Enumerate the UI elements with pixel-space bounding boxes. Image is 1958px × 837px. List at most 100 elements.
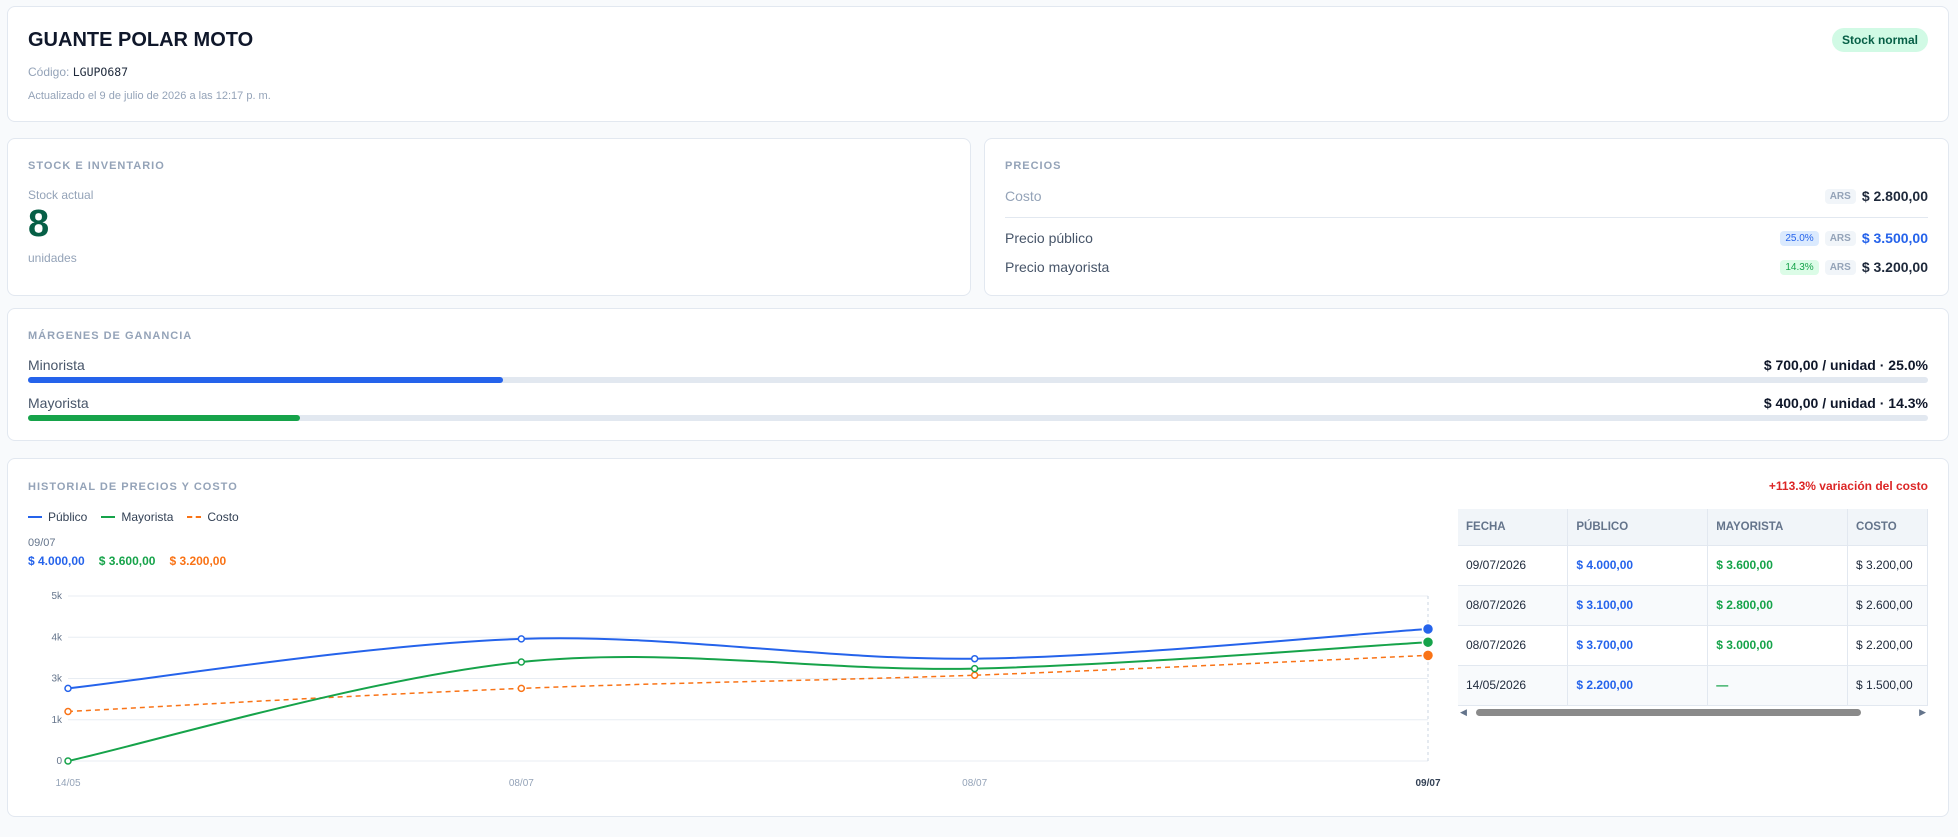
wholesale-margin-row: Mayorista $ 400,00 / unidad · 14.3% [28,395,1928,421]
data-point-public [64,684,72,693]
cell-date: 08/07/2026 [1458,625,1569,666]
wholesale-margin-badge: 14.3% [1780,259,1819,275]
retail-margin-track [28,377,1928,383]
th-cost: COSTO [1847,509,1928,546]
cell-wholesale: $ 3.600,00 [1707,545,1849,586]
product-code-value: LGUPO687 [72,65,129,79]
retail-margin-bar [28,377,503,383]
th-wholesale: MAYORISTA [1707,509,1849,546]
cost-variation: +113.3% variación del costo [1768,479,1928,493]
cell-date: 09/07/2026 [1458,545,1569,586]
data-point-public [1421,622,1435,636]
stock-card: STOCK E INVENTARIO Stock actual 8 unidad… [7,138,971,296]
x-tick-label: 09/07 [1415,778,1440,789]
x-tick-label: 14/05 [55,778,80,789]
wholesale-price-value: $ 3.200,00 [1861,259,1928,275]
legend-public-swatch [28,516,42,518]
cell-wholesale: $ 2.800,00 [1707,585,1849,626]
history-section-title: HISTORIAL DE PRECIOS Y COSTO [28,481,238,493]
cell-cost: $ 3.200,00 [1847,545,1928,586]
x-tick-label: 08/07 [962,778,987,789]
legend-wholesale[interactable]: Mayorista [101,510,173,524]
tooltip-wholesale: $ 3.600,00 [98,554,156,568]
table-row: 08/07/2026 $ 3.100,00 $ 2.800,00 $ 2.600… [1458,585,1928,626]
series-line-public [67,628,1429,690]
wholesale-price-row: Precio mayorista 14.3% ARS $ 3.200,00 [1005,256,1928,278]
public-currency-tag: ARS [1824,230,1856,246]
tooltip-public: $ 4.000,00 [28,554,85,568]
cell-date: 08/07/2026 [1458,585,1569,626]
cell-wholesale: $ 3.000,00 [1707,625,1849,666]
legend-cost[interactable]: Costo [187,510,239,524]
public-margin-badge: 25.0% [1780,230,1819,246]
retail-margin-label: Minorista [28,357,85,373]
legend-wholesale-swatch [101,516,116,518]
chart-legend: Público Mayorista Costo [28,510,239,524]
cell-cost: $ 2.600,00 [1847,585,1928,626]
data-point-wholesale [970,664,979,673]
cost-currency-tag: ARS [1824,188,1856,204]
data-point-public [970,654,979,663]
series-line-wholesale [67,641,1429,762]
tooltip-cost: $ 3.200,00 [169,554,227,568]
data-point-wholesale [1421,635,1435,649]
scroll-left-icon[interactable]: ◀ [1460,707,1467,717]
cell-public: $ 2.200,00 [1567,665,1709,706]
table-row: 08/07/2026 $ 3.700,00 $ 3.000,00 $ 2.200… [1458,625,1928,666]
stock-value: 8 [28,203,50,245]
tooltip-date: 09/07 [28,537,56,549]
public-price-row: Precio público 25.0% ARS $ 3.500,00 [1005,227,1928,249]
margins-card: MÁRGENES DE GANANCIA Minorista $ 700,00 … [7,308,1949,441]
y-tick-label: 5k [51,591,63,602]
y-tick-label: 3k [51,674,63,685]
stock-label: Stock actual [28,188,94,202]
product-code-label: Código: [28,65,70,79]
tooltip-values: $ 4.000,00 $ 3.600,00 $ 3.200,00 [28,554,226,568]
retail-margin-value: $ 700,00 / unidad · 25.0% [1763,357,1928,373]
table-header-row: FECHA PÚBLICO MAYORISTA COSTO [1458,509,1928,546]
wholesale-margin-bar [28,415,300,421]
scrollbar-thumb[interactable] [1476,709,1861,716]
cost-label: Costo [1005,188,1042,204]
th-date: FECHA [1458,509,1569,546]
table-row: 09/07/2026 $ 4.000,00 $ 3.600,00 $ 3.200… [1458,545,1928,586]
stock-section-title: STOCK E INVENTARIO [28,160,165,172]
cell-public: $ 3.100,00 [1567,585,1709,626]
data-point-cost [1421,649,1435,662]
legend-cost-label: Costo [207,510,239,524]
y-tick-label: 0 [56,756,62,767]
table-row: 14/05/2026 $ 2.200,00 — $ 1.500,00 [1458,665,1928,706]
wholesale-margin-value: $ 400,00 / unidad · 14.3% [1763,395,1928,411]
x-tick-label: 08/07 [509,778,534,789]
price-history-chart[interactable]: 0 1k 3k 4k 5k 14/05 08/07 08/07 09/07 [28,584,1448,804]
cell-wholesale: — [1707,665,1849,706]
product-header: GUANTE POLAR MOTO Código: LGUPO687 Actua… [7,6,1949,122]
cost-row: Costo ARS $ 2.800,00 [1005,185,1928,207]
prices-card: PRECIOS Costo ARS $ 2.800,00 Precio públ… [984,138,1949,296]
series-line-cost [67,654,1429,713]
wholesale-margin-track [28,415,1928,421]
data-point-wholesale [64,757,72,765]
wholesale-margin-label: Mayorista [28,395,89,411]
legend-wholesale-label: Mayorista [121,510,174,524]
y-tick-label: 4k [51,632,63,643]
margins-section-title: MÁRGENES DE GANANCIA [28,330,193,342]
th-public: PÚBLICO [1567,509,1709,546]
legend-public-label: Público [48,510,88,524]
public-price-label: Precio público [1005,230,1093,246]
public-price-value: $ 3.500,00 [1861,230,1928,246]
table-horizontal-scrollbar[interactable]: ◀ ▶ [1458,705,1928,719]
cell-cost: $ 1.500,00 [1847,665,1928,706]
status-badge: Stock normal [1831,28,1928,52]
history-table-wrapper[interactable]: FECHA PÚBLICO MAYORISTA COSTO 09/07/2026… [1458,509,1928,719]
retail-margin-row: Minorista $ 700,00 / unidad · 25.0% [28,357,1928,383]
cell-date: 14/05/2026 [1458,665,1569,706]
updated-timestamp: Actualizado el 9 de julio de 2026 a las … [28,90,271,102]
data-point-cost [64,707,72,716]
scroll-right-icon[interactable]: ▶ [1919,707,1926,717]
history-table: FECHA PÚBLICO MAYORISTA COSTO 09/07/2026… [1458,509,1928,706]
product-title: GUANTE POLAR MOTO [28,29,254,51]
data-point-public [517,635,526,643]
data-point-cost [970,671,979,679]
legend-public[interactable]: Público [28,510,87,524]
